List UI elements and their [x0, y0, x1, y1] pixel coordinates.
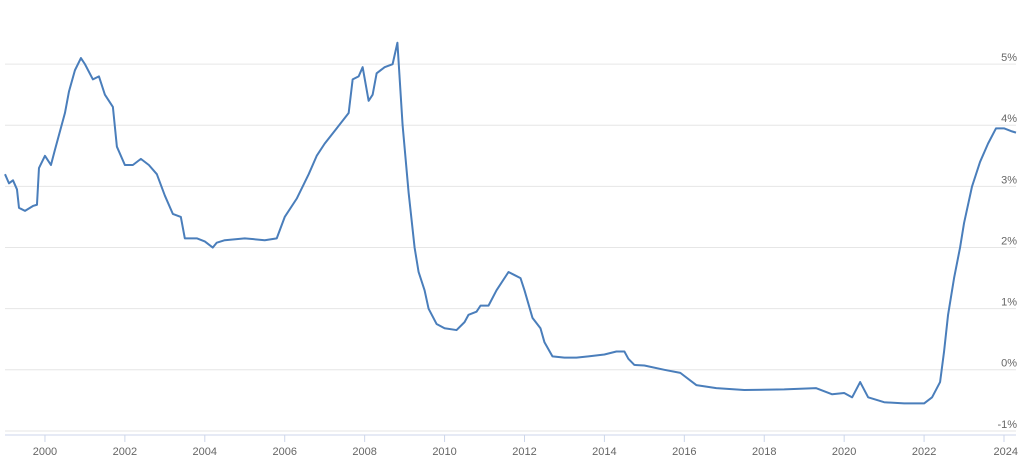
- x-tick-label: 2016: [672, 446, 696, 458]
- y-tick-label: 5%: [1001, 52, 1017, 64]
- y-tick-label: 3%: [1001, 174, 1017, 186]
- x-tick-label: 2000: [33, 446, 57, 458]
- x-tick-label: 2012: [512, 446, 536, 458]
- x-tick-label: 2010: [432, 446, 456, 458]
- y-tick-label: 1%: [1001, 297, 1017, 309]
- x-tick-label: 2020: [832, 446, 856, 458]
- y-tick-label: -1%: [997, 419, 1017, 431]
- x-tick-label: 2004: [193, 446, 217, 458]
- x-tick-label: 2014: [592, 446, 616, 458]
- x-tick-label: 2002: [113, 446, 137, 458]
- x-tick-label: 2018: [752, 446, 776, 458]
- data-line: [4, 41, 1017, 405]
- y-tick-label: 4%: [1001, 113, 1017, 125]
- x-tick-label: 2022: [912, 446, 936, 458]
- x-tick-label: 2024: [994, 446, 1018, 458]
- y-tick-label: 0%: [1001, 358, 1017, 370]
- y-tick-label: 2%: [1001, 235, 1017, 247]
- x-tick-label: 2008: [352, 446, 376, 458]
- x-tick-label: 2006: [272, 446, 296, 458]
